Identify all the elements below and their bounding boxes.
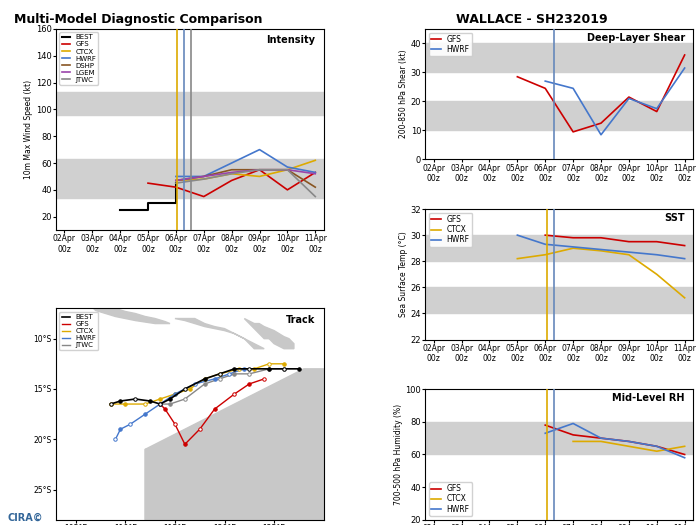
Y-axis label: Sea Surface Temp (°C): Sea Surface Temp (°C) bbox=[399, 232, 408, 317]
Bar bbox=[426, 287, 693, 313]
Polygon shape bbox=[244, 319, 274, 339]
Bar bbox=[426, 422, 693, 455]
Legend: GFS, HWRF: GFS, HWRF bbox=[429, 33, 472, 56]
Bar bbox=[56, 159, 323, 198]
Polygon shape bbox=[80, 297, 170, 323]
Legend: GFS, CTCX, HWRF: GFS, CTCX, HWRF bbox=[429, 213, 472, 247]
Legend: BEST, GFS, CTCX, HWRF, DSHP, LGEM, JTWC: BEST, GFS, CTCX, HWRF, DSHP, LGEM, JTWC bbox=[60, 33, 99, 85]
Bar bbox=[56, 92, 323, 115]
Legend: BEST, GFS, CTCX, HWRF, JTWC: BEST, GFS, CTCX, HWRF, JTWC bbox=[60, 312, 99, 350]
Polygon shape bbox=[145, 379, 323, 520]
Text: WALLACE - SH232019: WALLACE - SH232019 bbox=[456, 13, 608, 26]
Y-axis label: 200-850 hPa Shear (kt): 200-850 hPa Shear (kt) bbox=[399, 50, 408, 139]
Y-axis label: 700-500 hPa Humidity (%): 700-500 hPa Humidity (%) bbox=[393, 404, 402, 505]
Text: Intensity: Intensity bbox=[267, 35, 316, 45]
Polygon shape bbox=[254, 323, 294, 349]
Legend: GFS, CTCX, HWRF: GFS, CTCX, HWRF bbox=[429, 482, 472, 516]
Bar bbox=[426, 235, 693, 261]
Y-axis label: 10m Max Wind Speed (kt): 10m Max Wind Speed (kt) bbox=[25, 80, 33, 179]
Text: Deep-Layer Shear: Deep-Layer Shear bbox=[587, 33, 685, 43]
Text: Track: Track bbox=[286, 315, 316, 325]
Polygon shape bbox=[175, 319, 264, 349]
Text: CIRA©: CIRA© bbox=[7, 512, 43, 522]
Text: Multi-Model Diagnostic Comparison: Multi-Model Diagnostic Comparison bbox=[14, 13, 262, 26]
Text: SST: SST bbox=[664, 213, 685, 223]
Bar bbox=[426, 44, 693, 72]
Bar bbox=[426, 101, 693, 130]
Polygon shape bbox=[145, 369, 323, 520]
Text: Mid-Level RH: Mid-Level RH bbox=[612, 393, 685, 403]
